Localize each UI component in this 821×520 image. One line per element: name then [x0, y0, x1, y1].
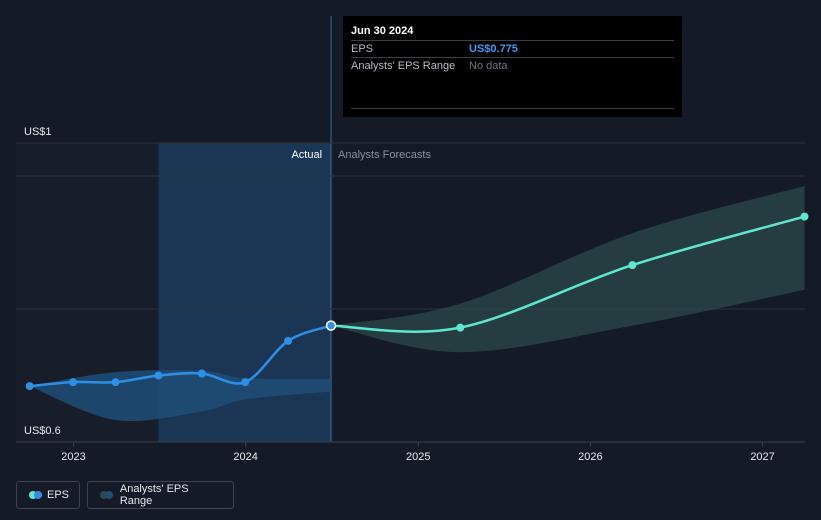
- eps-point-forecast-2: [628, 261, 637, 270]
- eps-highlighted-point: [325, 320, 337, 331]
- tooltip-date: Jun 30 2024: [351, 25, 414, 37]
- x-tick-label-2025: 2025: [406, 451, 430, 463]
- tooltip-row-range: Analysts' EPS Range No data: [351, 57, 674, 74]
- forecast-region-label: Analysts Forecasts: [338, 149, 431, 161]
- eps-point-actual-3: [154, 371, 163, 380]
- y-tick-label-bottom: US$0.6: [24, 425, 61, 437]
- tooltip-eps-value: US$0.775: [469, 43, 518, 55]
- x-tick-label-2024: 2024: [233, 451, 257, 463]
- eps-legend-icon: [29, 491, 42, 499]
- tooltip-row-eps: EPS US$0.775: [351, 40, 674, 57]
- eps-range-band-forecast: [331, 185, 805, 353]
- actual-region-label: Actual: [291, 149, 322, 161]
- eps-point-actual-6: [284, 336, 293, 345]
- eps-point-actual-5: [241, 378, 250, 387]
- legend-eps-button[interactable]: EPS: [16, 481, 80, 509]
- range-legend-icon: [100, 491, 114, 499]
- legend-range-label: Analysts' EPS Range: [119, 483, 189, 507]
- eps-point-actual-4: [197, 369, 206, 378]
- eps-point-actual-2: [111, 378, 120, 387]
- tooltip: Jun 30 2024 EPS US$0.775 Analysts' EPS R…: [343, 16, 682, 117]
- eps-point-forecast-1: [456, 323, 465, 332]
- eps-line-forecast: [331, 215, 805, 333]
- legend-eps-label: EPS: [46, 489, 69, 501]
- eps-point-actual-0: [25, 382, 34, 391]
- eps-point-actual-1: [69, 378, 78, 387]
- x-tick-label-2027: 2027: [750, 451, 774, 463]
- legend-range-button[interactable]: Analysts' EPS Range: [87, 481, 234, 509]
- tooltip-range-label: Analysts' EPS Range: [351, 60, 456, 72]
- y-tick-label-top: US$1: [24, 126, 52, 138]
- x-tick-label-2026: 2026: [578, 451, 602, 463]
- tooltip-eps-label: EPS: [351, 43, 374, 55]
- tooltip-range-value: No data: [469, 60, 508, 72]
- x-tick-label-2023: 2023: [61, 451, 85, 463]
- eps-point-forecast-3: [800, 212, 809, 221]
- tooltip-divider: [351, 108, 674, 109]
